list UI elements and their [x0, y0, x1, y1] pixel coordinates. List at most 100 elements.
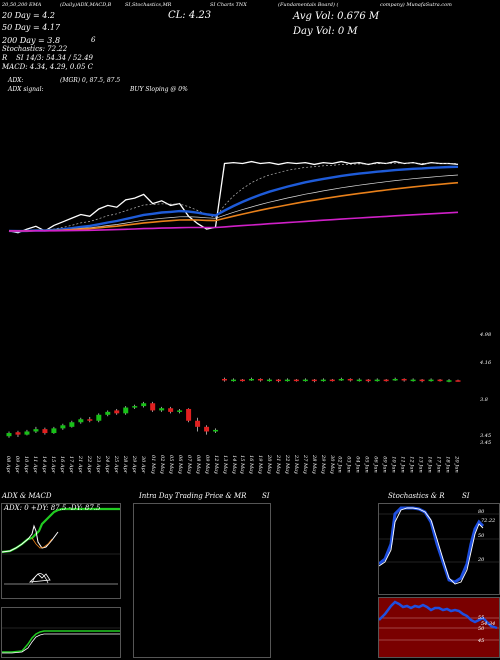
candle-24-apr — [105, 410, 111, 417]
adx-panel-title: ADX & MACD — [2, 492, 52, 500]
date-tick-label: 12 May — [212, 455, 219, 474]
site-title: company) MunafaSutra.com — [380, 2, 452, 8]
candle-15-may — [239, 378, 245, 382]
price-axis-label: 3.45 — [480, 433, 492, 439]
intraday-panel-si: SI — [262, 492, 270, 500]
candle-09-apr — [15, 430, 21, 437]
candle-11-jun — [401, 378, 407, 382]
candle-body — [123, 407, 129, 414]
mrsi-value: SI 14/3: 54.34 / 52.49 — [16, 54, 93, 62]
candle-body — [204, 426, 210, 432]
candle-body — [33, 429, 39, 432]
indicator-list-title-2: SI,Stochastics,MR — [125, 2, 172, 8]
date-tick-label: 16 Apr — [58, 455, 65, 474]
candle-16-jun — [428, 378, 434, 382]
candle-body — [69, 422, 75, 427]
date-tick-label: 15 Apr — [49, 455, 56, 474]
day-volume: Day Vol: 0 M — [293, 26, 358, 37]
fundamentals-link[interactable]: (Fundamentals Board) ( — [278, 2, 339, 8]
ema20-value: 20 Day = 4.2 — [2, 11, 55, 20]
date-tick-label: 05 Jun — [363, 456, 370, 473]
candle-body — [60, 425, 66, 429]
date-tick-label: 21 Apr — [76, 455, 83, 474]
candle-19-may — [257, 378, 263, 382]
macd-line — [2, 630, 120, 653]
ema50-line — [8, 181, 459, 232]
date-tick-label: 13 Jun — [417, 456, 424, 473]
date-tick-label: 25 Apr — [112, 455, 119, 474]
candle-09-jun — [383, 378, 389, 382]
candle-body — [311, 379, 317, 382]
candle-body — [365, 379, 371, 382]
candle-23-may — [293, 378, 299, 382]
candle-29-apr — [132, 404, 138, 409]
candle-body — [248, 378, 254, 381]
rsi-label: R — [2, 54, 8, 62]
candle-body — [105, 411, 111, 415]
date-tick-label: 20 Jun — [453, 456, 460, 473]
stoch-panel-title: Stochastics & R — [388, 492, 445, 500]
date-tick-label: 10 Jun — [390, 456, 397, 473]
stoch-k-line — [379, 506, 485, 584]
candle-body — [231, 379, 236, 382]
candle-body — [383, 379, 389, 382]
date-tick-label: 27 May — [302, 455, 309, 474]
candle-body — [284, 379, 290, 382]
rsi-line — [379, 600, 498, 630]
stochastics-value: Stochastics: 72.22 — [2, 45, 68, 53]
candle-body — [150, 403, 156, 411]
candle-14-apr — [42, 427, 48, 435]
rsi-tick: 45 — [478, 638, 485, 644]
ema-fast-line — [8, 162, 459, 232]
rsi-panel — [378, 597, 500, 658]
date-tick-label: 15 May — [239, 455, 246, 474]
candle-01-may — [150, 401, 156, 412]
ema-legend-title: 20,50,200 EMA — [2, 2, 42, 8]
close-price: CL: 4.23 — [168, 10, 212, 21]
close-price-line — [8, 160, 459, 234]
avg-volume: Avg Vol: 0.676 M — [293, 11, 380, 22]
candle-27-may — [302, 378, 308, 382]
candle-18-jun — [446, 378, 452, 383]
date-tick-label: 29 Apr — [130, 455, 137, 474]
candle-25-apr — [114, 408, 120, 415]
candle-body — [437, 379, 443, 382]
candle-body — [401, 378, 407, 381]
date-tick-label: 08 Apr — [5, 455, 12, 474]
candle-body — [42, 429, 48, 434]
price-axis-label: 4.98 — [480, 332, 492, 338]
candle-body — [24, 431, 30, 435]
stoch-panel-si: SI — [462, 492, 470, 500]
date-tick-label: 07 May — [185, 455, 192, 474]
date-tick-label: 01 May — [149, 455, 156, 474]
candle-17-jun — [437, 378, 443, 382]
candle-07-may — [186, 408, 192, 423]
candle-08-may — [195, 417, 201, 432]
candle-body — [302, 379, 308, 382]
rsi-current-value: 54.34 — [481, 621, 496, 627]
intraday-panel-title: Intra Day Trading Price & MR — [139, 492, 247, 500]
candle-body — [195, 420, 201, 427]
candle-08-apr — [6, 431, 12, 438]
intraday-panel — [133, 503, 271, 658]
candle-body — [132, 406, 138, 408]
adx-line — [31, 537, 53, 549]
candle-body — [257, 378, 263, 381]
date-tick-label: 22 May — [284, 455, 291, 474]
candle-body — [428, 379, 434, 382]
date-tick-label: 04 Jun — [354, 456, 361, 473]
date-tick-label: 19 May — [257, 455, 264, 474]
candle-body — [446, 380, 452, 382]
date-tick-label: 28 May — [311, 455, 318, 474]
adx-values: (MGR) 0, 87.5, 87.5 — [60, 77, 121, 84]
candle-23-apr — [96, 413, 102, 423]
candle-body — [239, 379, 245, 382]
candle-body — [141, 403, 147, 407]
price-axis-label: 3.8 — [480, 397, 488, 403]
date-tick-label: 30 May — [329, 455, 336, 474]
macd-panel — [1, 607, 121, 658]
date-tick-label: 08 May — [194, 455, 201, 474]
macd-plot — [2, 627, 120, 654]
date-tick-label: 02 May — [158, 455, 165, 474]
candle-05-jun — [365, 378, 371, 383]
